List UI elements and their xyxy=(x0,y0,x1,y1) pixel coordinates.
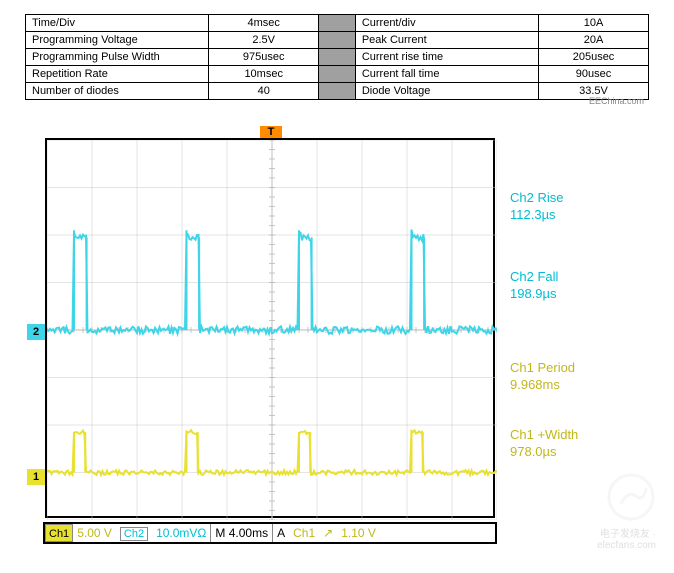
param-label: Current fall time xyxy=(355,66,538,83)
param-value: 20A xyxy=(539,32,649,49)
param-value: 90usec xyxy=(539,66,649,83)
table-row: Programming Pulse Width975usec Current ri… xyxy=(26,49,649,66)
separator xyxy=(319,83,356,100)
table-watermark: EEChina.com xyxy=(589,96,644,106)
meas-title: Ch1 Period xyxy=(510,360,650,377)
scope-status-bar: Ch1 5.00 V Ch2 10.0mVΩ M 4.00ms A Ch1 ↗ … xyxy=(43,522,497,544)
trig-level: 1.10 V xyxy=(337,524,380,542)
param-label: Programming Voltage xyxy=(26,32,209,49)
separator xyxy=(319,32,356,49)
footer-watermark-text: 电子发烧友 · elecfans.com xyxy=(546,525,656,551)
ch1-scale: 5.00 V xyxy=(73,524,116,542)
ch2-ground-marker: 2 xyxy=(27,324,45,340)
aux-label: A xyxy=(272,524,289,542)
measurement-ch1: Ch1 +Width978.0µs xyxy=(510,427,650,461)
param-label: Number of diodes xyxy=(26,83,209,100)
parameter-table: Time/Div4msecCurrent/div10AProgramming V… xyxy=(25,14,649,100)
param-value: 40 xyxy=(209,83,319,100)
footer-watermark: 电子发烧友 · elecfans.com xyxy=(546,472,656,551)
param-label: Time/Div xyxy=(26,15,209,32)
meas-value: 978.0µs xyxy=(510,444,650,461)
param-value: 4msec xyxy=(209,15,319,32)
param-value: 205usec xyxy=(539,49,649,66)
meas-value: 198.9µs xyxy=(510,286,650,303)
param-value: 10msec xyxy=(209,66,319,83)
param-label: Peak Current xyxy=(355,32,538,49)
logo-icon xyxy=(606,472,656,522)
table-row: Number of diodes40Diode Voltage33.5V xyxy=(26,83,649,100)
param-value: 2.5V xyxy=(209,32,319,49)
ch2-scale: 10.0mVΩ xyxy=(152,524,210,542)
param-value: 975usec xyxy=(209,49,319,66)
oscilloscope-svg xyxy=(47,140,497,520)
param-label: Diode Voltage xyxy=(355,83,538,100)
measurement-ch2: Ch2 Rise112.3µs xyxy=(510,190,650,224)
separator xyxy=(319,49,356,66)
trig-channel: Ch1 xyxy=(289,524,319,542)
ch1-box: Ch1 xyxy=(45,524,73,542)
separator xyxy=(319,15,356,32)
param-label: Repetition Rate xyxy=(26,66,209,83)
param-value: 10A xyxy=(539,15,649,32)
param-label: Current rise time xyxy=(355,49,538,66)
table-row: Time/Div4msec Current/div10A xyxy=(26,15,649,32)
measurement-ch1: Ch1 Period9.968ms xyxy=(510,360,650,394)
ch2-label: Ch2 xyxy=(120,527,148,541)
meas-title: Ch2 Rise xyxy=(510,190,650,207)
ch2-box: Ch2 xyxy=(116,524,152,542)
meas-title: Ch1 +Width xyxy=(510,427,650,444)
trig-edge-icon: ↗ xyxy=(319,524,337,542)
ch1-ground-marker: 1 xyxy=(27,469,45,485)
oscilloscope-display xyxy=(45,138,495,518)
timebase: M 4.00ms xyxy=(210,524,272,542)
measurement-ch2: Ch2 Fall198.9µs xyxy=(510,269,650,303)
table-row: Repetition Rate10msec Current fall time90… xyxy=(26,66,649,83)
separator xyxy=(319,66,356,83)
param-label: Programming Pulse Width xyxy=(26,49,209,66)
param-label: Current/div xyxy=(355,15,538,32)
meas-title: Ch2 Fall xyxy=(510,269,650,286)
meas-value: 9.968ms xyxy=(510,377,650,394)
parameter-table-body: Time/Div4msecCurrent/div10AProgramming V… xyxy=(26,15,649,100)
meas-value: 112.3µs xyxy=(510,207,650,224)
table-row: Programming Voltage2.5V Peak Current20A xyxy=(26,32,649,49)
